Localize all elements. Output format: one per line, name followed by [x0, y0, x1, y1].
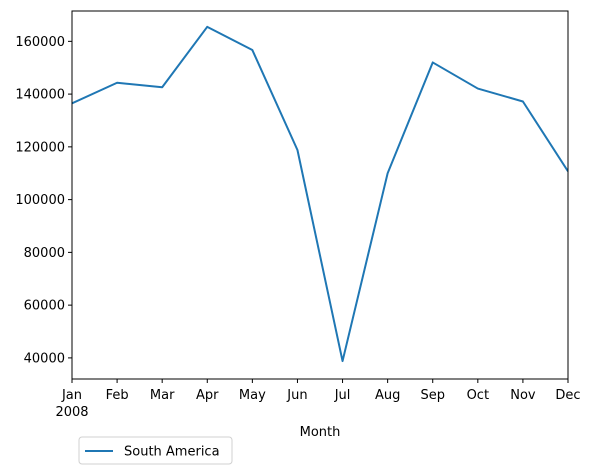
y-tick-label: 120000: [15, 140, 65, 155]
x-tick-year-label: 2008: [55, 405, 88, 420]
x-tick-label: Mar: [150, 388, 175, 403]
series-line-south-america: [72, 25, 568, 363]
y-tick-label: 100000: [15, 193, 65, 208]
x-axis-title: Month: [300, 425, 341, 440]
legend-label-south-america: South America: [124, 445, 220, 460]
x-tick-label: Jul: [334, 388, 351, 403]
x-axis-ticks: Jan 2008 Feb Mar Apr May Jun Jul Aug Sep Oct Nov Dec: [55, 379, 581, 420]
x-tick-label: Aug: [375, 388, 400, 403]
legend: South America: [78, 436, 233, 465]
y-axis-ticks: 40000 60000 80000 100000 120000 140000 160000: [15, 35, 72, 366]
x-tick-label: Nov: [510, 388, 536, 403]
plot-frame: [71, 10, 569, 380]
y-tick-label: 160000: [15, 35, 65, 50]
y-tick-label: 140000: [15, 88, 65, 103]
x-tick-label: May: [239, 388, 266, 403]
x-tick-label: Oct: [467, 388, 489, 403]
x-tick-label: Jan: [61, 388, 82, 403]
x-tick-label: Sep: [420, 388, 445, 403]
x-tick-label: Jun: [286, 388, 307, 403]
x-tick-label: Apr: [196, 388, 219, 403]
y-tick-label: 80000: [24, 246, 65, 261]
series-group: [72, 25, 568, 363]
legend-box: [78, 436, 233, 465]
y-tick-label: 40000: [24, 351, 65, 366]
x-tick-label: Dec: [555, 388, 580, 403]
x-tick-label: Feb: [106, 388, 129, 403]
y-tick-label: 60000: [24, 299, 65, 314]
